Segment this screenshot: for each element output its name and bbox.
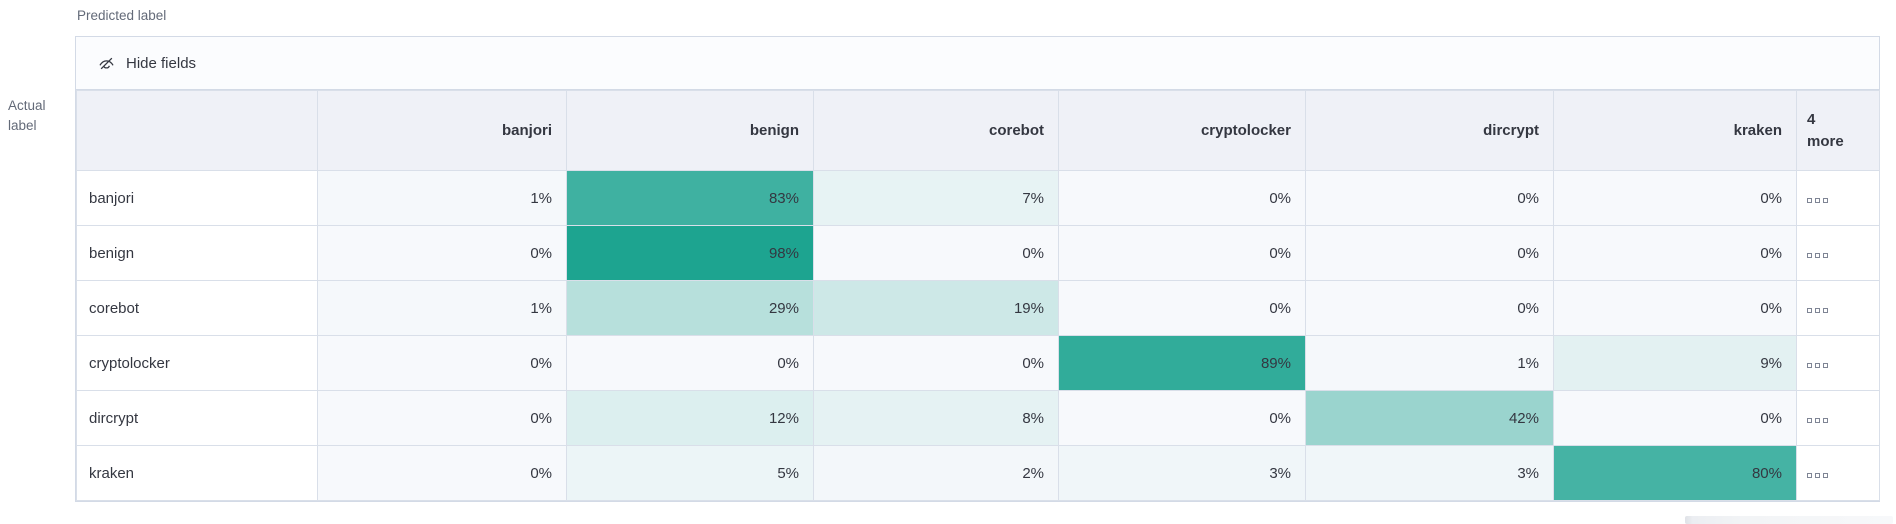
matrix-row-cryptolocker: cryptolocker 0% 0% 0% 89% 1% 9% (76, 335, 1880, 391)
confusion-matrix-panel: Hide fields banjori benign corebot cryptolo… (75, 36, 1880, 502)
column-header-banjori[interactable]: banjori (317, 90, 567, 171)
boxes-horizontal-icon (1807, 307, 1828, 313)
column-header-benign[interactable]: benign (566, 90, 814, 171)
more-columns-header[interactable]: 4 more (1796, 90, 1880, 171)
cell-banjori-kraken: 0% (1553, 170, 1797, 226)
matrix-header: banjori benign corebot cryptolocker dircrypt… (76, 90, 1880, 171)
cell-cryptolocker-dircrypt: 1% (1305, 335, 1554, 391)
cell-banjori-benign: 83% (566, 170, 814, 226)
cell-dircrypt-benign: 12% (566, 390, 814, 446)
confusion-matrix-table: banjori benign corebot cryptolocker dircrypt… (76, 90, 1880, 501)
row-label-corebot: corebot (76, 280, 318, 336)
matrix-row-banjori: banjori 1% 83% 7% 0% 0% 0% (76, 170, 1880, 226)
more-columns-cell[interactable] (1796, 280, 1880, 336)
boxes-horizontal-icon (1807, 197, 1828, 203)
row-label-banjori: banjori (76, 170, 318, 226)
cell-benign-dircrypt: 0% (1305, 225, 1554, 281)
cell-corebot-kraken: 0% (1553, 280, 1797, 336)
column-header-corebot[interactable]: corebot (813, 90, 1059, 171)
hide-fields-button[interactable]: Hide fields (97, 54, 196, 73)
predicted-axis-label: Predicted label (77, 8, 167, 23)
cell-banjori-banjori: 1% (317, 170, 567, 226)
column-header-dircrypt[interactable]: dircrypt (1305, 90, 1554, 171)
cell-cryptolocker-kraken: 9% (1553, 335, 1797, 391)
boxes-horizontal-icon (1807, 472, 1828, 478)
cell-dircrypt-banjori: 0% (317, 390, 567, 446)
cell-kraken-benign: 5% (566, 445, 814, 501)
cell-kraken-dircrypt: 3% (1305, 445, 1554, 501)
cell-benign-cryptolocker: 0% (1058, 225, 1306, 281)
cell-kraken-cryptolocker: 3% (1058, 445, 1306, 501)
eye-closed-icon (97, 54, 116, 73)
matrix-row-corebot: corebot 1% 29% 19% 0% 0% 0% (76, 280, 1880, 336)
actual-axis-label: Actual label (8, 98, 46, 134)
cell-benign-corebot: 0% (813, 225, 1059, 281)
cell-dircrypt-corebot: 8% (813, 390, 1059, 446)
cell-corebot-banjori: 1% (317, 280, 567, 336)
cell-kraken-kraken: 80% (1553, 445, 1797, 501)
boxes-horizontal-icon (1807, 252, 1828, 258)
grid-toolbar: Hide fields (76, 37, 1879, 90)
cell-cryptolocker-corebot: 0% (813, 335, 1059, 391)
boxes-horizontal-icon (1807, 417, 1828, 423)
row-label-benign: benign (76, 225, 318, 281)
row-label-dircrypt: dircrypt (76, 390, 318, 446)
cell-corebot-dircrypt: 0% (1305, 280, 1554, 336)
more-columns-cell[interactable] (1796, 335, 1880, 391)
row-label-kraken: kraken (76, 445, 318, 501)
cell-cryptolocker-benign: 0% (566, 335, 814, 391)
matrix-body: banjori 1% 83% 7% 0% 0% 0% benign 0% 98% 0% 0% 0% 0% c… (76, 170, 1880, 501)
matrix-row-benign: benign 0% 98% 0% 0% 0% 0% (76, 225, 1880, 281)
column-header-kraken[interactable]: kraken (1553, 90, 1797, 171)
hide-fields-label: Hide fields (126, 54, 197, 72)
column-header-cryptolocker[interactable]: cryptolocker (1058, 90, 1306, 171)
cell-corebot-cryptolocker: 0% (1058, 280, 1306, 336)
cell-corebot-corebot: 19% (813, 280, 1059, 336)
cell-cryptolocker-banjori: 0% (317, 335, 567, 391)
more-columns-cell[interactable] (1796, 390, 1880, 446)
matrix-row-kraken: kraken 0% 5% 2% 3% 3% 80% (76, 445, 1880, 501)
cell-banjori-dircrypt: 0% (1305, 170, 1554, 226)
boxes-horizontal-icon (1807, 362, 1828, 368)
cell-dircrypt-dircrypt: 42% (1305, 390, 1554, 446)
row-label-cryptolocker: cryptolocker (76, 335, 318, 391)
more-columns-cell[interactable] (1796, 445, 1880, 501)
cell-benign-benign: 98% (566, 225, 814, 281)
cell-benign-banjori: 0% (317, 225, 567, 281)
cell-banjori-corebot: 7% (813, 170, 1059, 226)
corner-header-cell (76, 90, 318, 171)
cell-dircrypt-kraken: 0% (1553, 390, 1797, 446)
more-columns-cell[interactable] (1796, 170, 1880, 226)
horizontal-scrollbar[interactable] (1685, 516, 1893, 524)
cell-dircrypt-cryptolocker: 0% (1058, 390, 1306, 446)
cell-kraken-banjori: 0% (317, 445, 567, 501)
matrix-row-dircrypt: dircrypt 0% 12% 8% 0% 42% 0% (76, 390, 1880, 446)
cell-benign-kraken: 0% (1553, 225, 1797, 281)
cell-cryptolocker-cryptolocker: 89% (1058, 335, 1306, 391)
more-columns-cell[interactable] (1796, 225, 1880, 281)
cell-corebot-benign: 29% (566, 280, 814, 336)
cell-banjori-cryptolocker: 0% (1058, 170, 1306, 226)
cell-kraken-corebot: 2% (813, 445, 1059, 501)
